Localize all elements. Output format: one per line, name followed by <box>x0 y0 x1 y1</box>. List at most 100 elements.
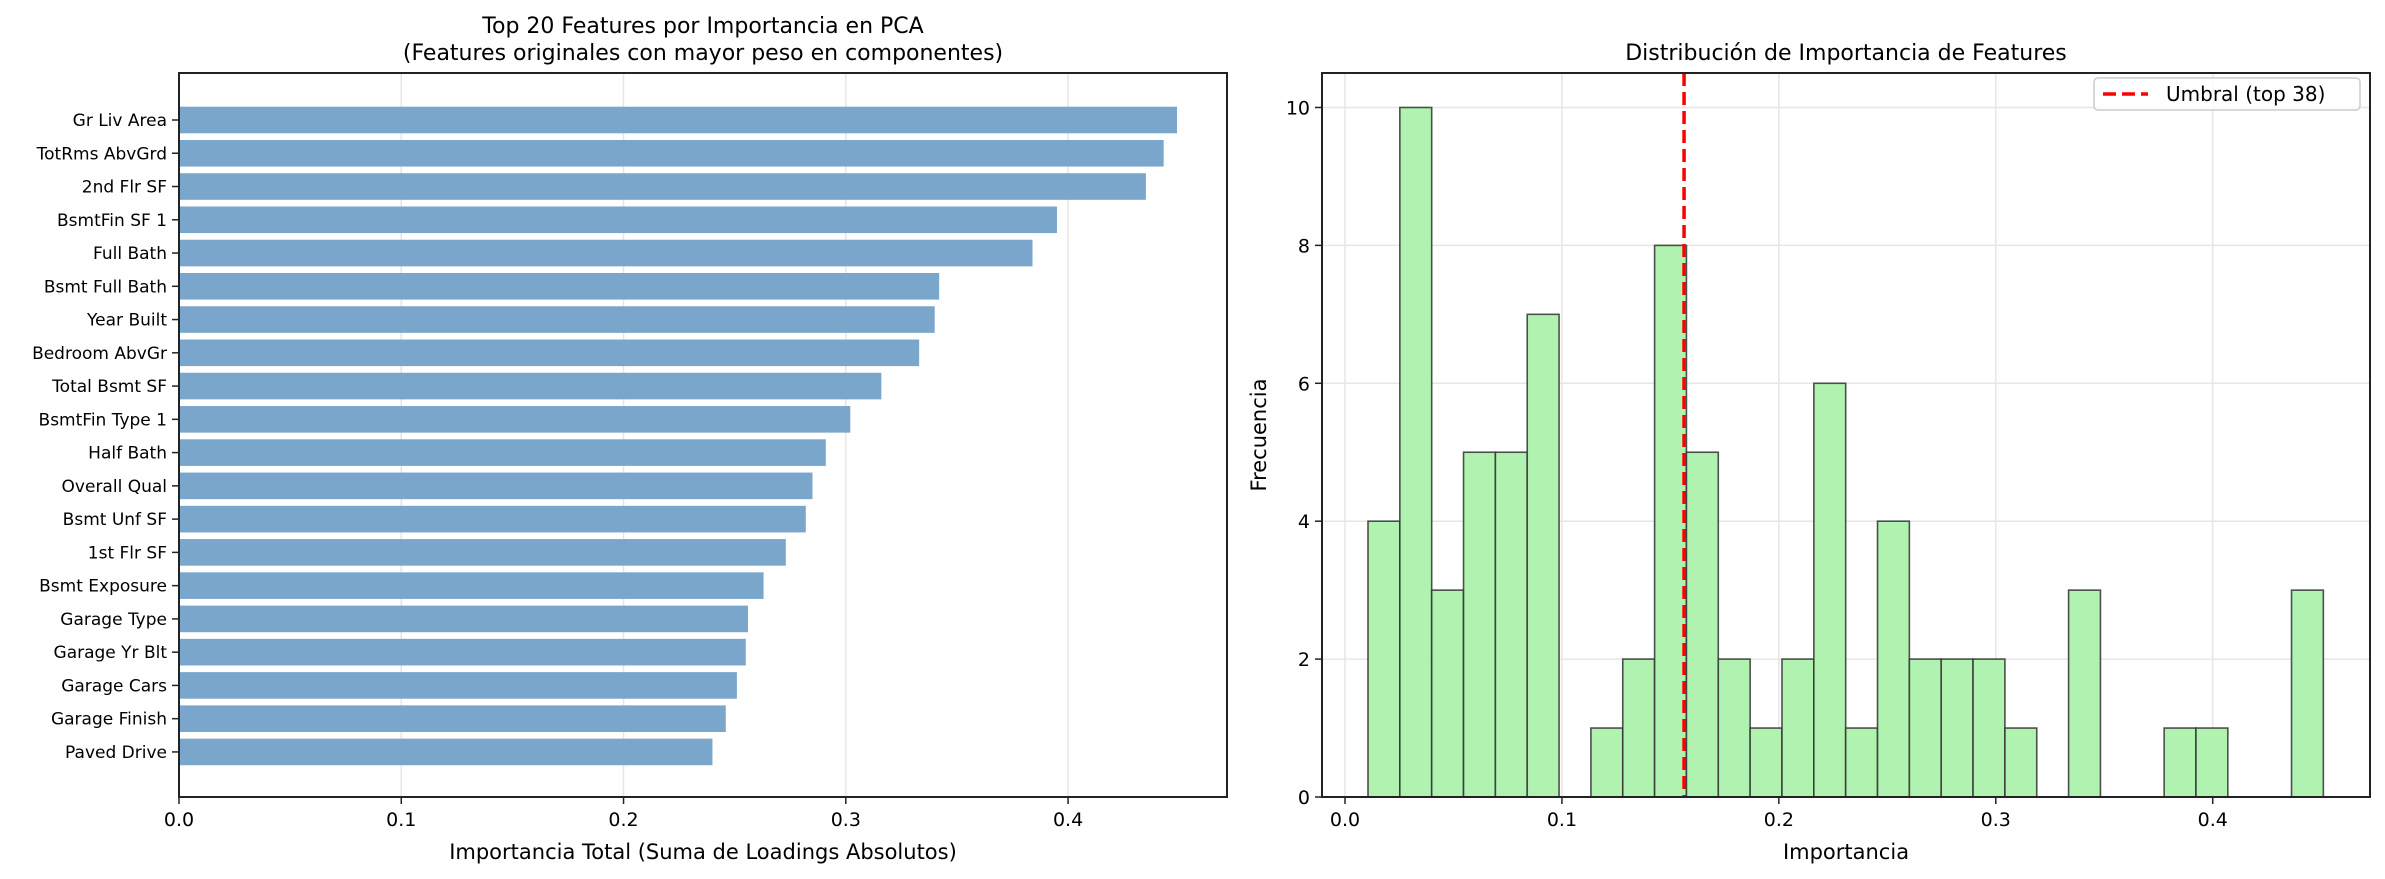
feature-label: TotRms AbvGrd <box>36 144 167 164</box>
feature-bar <box>179 306 935 333</box>
feature-label: Bsmt Full Bath <box>44 277 167 297</box>
feature-label: Garage Type <box>60 610 167 630</box>
right-x-tick-label: 0.4 <box>2198 809 2228 831</box>
histogram-bin <box>1781 658 1815 798</box>
histogram-bin <box>1876 520 1911 798</box>
feature-label: Overall Qual <box>62 477 167 497</box>
feature-bar <box>179 173 1146 200</box>
histogram-bin <box>2195 727 2229 798</box>
right-y-tick-label: 0 <box>1298 787 1310 809</box>
feature-bar <box>179 406 851 433</box>
histogram-bin <box>1494 451 1529 798</box>
feature-label: Bsmt Unf SF <box>63 510 167 530</box>
feature-label: Garage Yr Blt <box>54 643 168 663</box>
right-x-tick-label: 0.1 <box>1547 809 1577 831</box>
feature-label: Total Bsmt SF <box>51 377 167 397</box>
feature-bar <box>179 705 726 732</box>
histogram-bin <box>1430 589 1465 798</box>
histogram-bin <box>1813 382 1847 798</box>
feature-label: Paved Drive <box>65 743 167 763</box>
left-x-tick-label: 0.2 <box>608 809 638 831</box>
left-x-tick-label: 0.0 <box>164 809 194 831</box>
left-x-tick-label: 0.4 <box>1053 809 1083 831</box>
left-bars <box>179 106 1177 766</box>
feature-bar <box>179 638 746 666</box>
feature-label: Full Bath <box>93 244 167 264</box>
histogram-bars <box>1367 106 2325 798</box>
histogram-bin <box>1940 658 1974 798</box>
feature-bar <box>179 672 737 699</box>
histogram-bin <box>2163 727 2197 798</box>
right-y-tick-label: 4 <box>1298 511 1310 533</box>
feature-bar <box>179 605 749 633</box>
right-x-axis-label: Importancia <box>1783 840 1909 864</box>
histogram-bin <box>1462 451 1497 798</box>
left-chart-subtitle: (Features originales con mayor peso en c… <box>403 41 1003 66</box>
feature-bar <box>179 339 920 367</box>
feature-bar <box>179 206 1057 234</box>
right-y-axis-label: Frecuencia <box>1247 379 1271 492</box>
right-y-tick-label: 2 <box>1298 649 1310 671</box>
feature-bar <box>179 239 1033 267</box>
left-x-ticks: 0.0 0.1 0.2 0.3 0.4 <box>164 797 1083 831</box>
feature-bar <box>179 572 764 599</box>
feature-label: Bedroom AbvGr <box>32 344 167 364</box>
histogram-bin <box>1749 727 1783 798</box>
feature-bar <box>179 738 713 766</box>
right-y-tick-label: 6 <box>1298 373 1310 395</box>
right-y-tick-label: 10 <box>1286 97 1310 119</box>
feature-bar <box>179 439 826 466</box>
feature-label: Gr Liv Area <box>73 111 167 131</box>
histogram-bin <box>1844 727 1879 798</box>
feature-bar <box>179 505 806 533</box>
left-chart-title: Top 20 Features por Importancia en PCA <box>481 14 923 39</box>
histogram-bin <box>1399 106 1433 798</box>
right-chart-title: Distribución de Importancia de Features <box>1625 41 2067 66</box>
histogram-bin <box>1590 727 1624 798</box>
histogram-bin <box>2004 727 2038 798</box>
feature-label: 2nd Flr SF <box>82 178 167 198</box>
feature-label: Year Built <box>86 311 167 331</box>
right-y-tick-label: 8 <box>1298 235 1310 257</box>
right-x-tick-label: 0.3 <box>1981 809 2011 831</box>
feature-bar <box>179 472 813 500</box>
histogram-bin <box>1717 658 1751 798</box>
histogram-bin <box>2067 589 2102 798</box>
feature-label: Bsmt Exposure <box>39 577 167 597</box>
right-x-tick-label: 0.2 <box>1764 809 1794 831</box>
left-x-tick-label: 0.1 <box>386 809 416 831</box>
histogram-bin <box>1621 658 1656 798</box>
legend-label: Umbral (top 38) <box>2166 82 2325 106</box>
histogram-bin <box>2290 589 2325 798</box>
histogram-bin <box>1972 658 2006 798</box>
histogram-bin <box>1653 244 1688 798</box>
right-axes-frame <box>1321 72 2371 798</box>
importance-histogram: Distribución de Importancia de Features … <box>1247 41 2371 864</box>
left-axes-frame <box>178 72 1228 798</box>
feature-label: BsmtFin Type 1 <box>39 410 167 430</box>
feature-bar <box>179 106 1177 134</box>
feature-label: Garage Finish <box>51 710 167 730</box>
top-features-bar-chart: Top 20 Features por Importancia en PCA (… <box>32 14 1228 864</box>
feature-label: Garage Cars <box>61 676 167 696</box>
feature-label: Half Bath <box>88 444 167 464</box>
right-x-tick-label: 0.0 <box>1330 809 1360 831</box>
left-category-labels: Gr Liv Area TotRms AbvGrd 2nd Flr SF BsmtFi… <box>32 111 179 763</box>
left-x-tick-label: 0.3 <box>831 809 861 831</box>
histogram-bin <box>1367 520 1401 798</box>
feature-bar <box>179 372 882 400</box>
histogram-bin <box>1908 658 1943 798</box>
feature-label: BsmtFin SF 1 <box>57 211 167 231</box>
feature-bar <box>179 273 940 300</box>
legend-box <box>2093 77 2361 111</box>
feature-bar <box>179 139 1164 167</box>
histogram-bin <box>1526 313 1560 798</box>
left-x-axis-label: Importancia Total (Suma de Loadings Abso… <box>449 840 957 864</box>
right-x-ticks: 0.0 0.1 0.2 0.3 0.4 <box>1330 797 2228 831</box>
feature-bar <box>179 539 786 566</box>
feature-label: 1st Flr SF <box>88 543 167 563</box>
legend: Umbral (top 38) <box>2093 77 2361 111</box>
histogram-bin <box>1685 451 1720 798</box>
right-y-ticks: 0 2 4 6 8 10 <box>1286 97 1322 809</box>
